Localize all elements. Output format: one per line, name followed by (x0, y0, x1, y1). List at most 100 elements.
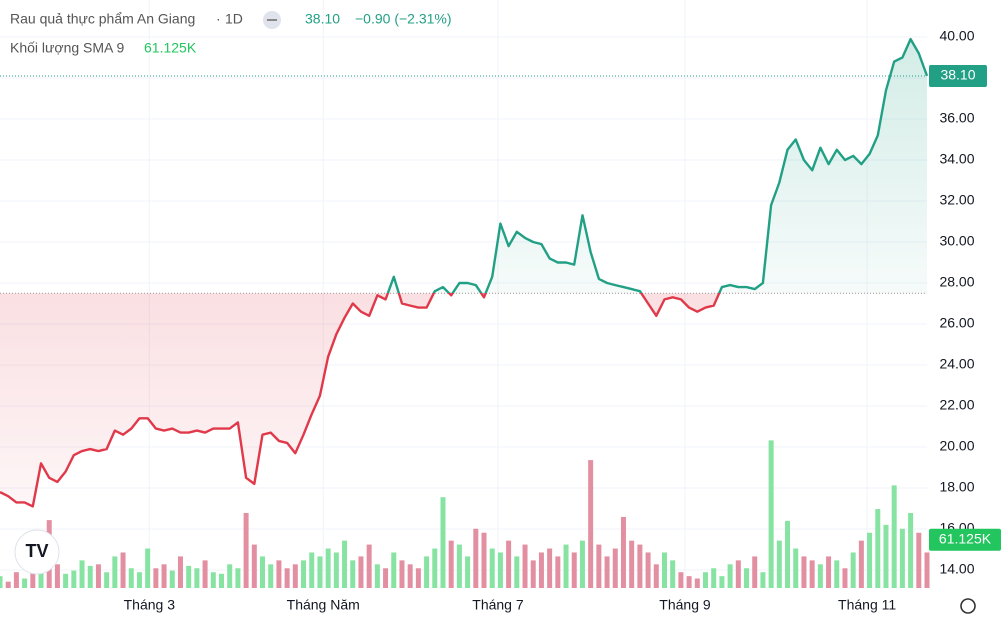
y-tick-label: 22.00 (939, 397, 974, 413)
volume-bar (563, 544, 569, 588)
volume-bar (136, 572, 142, 588)
volume-bar (809, 560, 815, 588)
volume-bar (817, 564, 823, 588)
volume-bar (292, 564, 298, 588)
volume-bar (924, 552, 930, 588)
volume-bar (317, 556, 323, 588)
volume-bar (366, 544, 372, 588)
volume-bar (530, 560, 536, 588)
header-change: −0.90 (−2.31%) (355, 11, 452, 27)
volume-bar (891, 485, 897, 588)
volume-bar (71, 570, 77, 588)
volume-bar (637, 544, 643, 588)
volume-bar (243, 513, 249, 588)
volume-bar (54, 564, 60, 588)
volume-bar (842, 568, 848, 588)
volume-bar (128, 568, 134, 588)
volume-bar (588, 460, 594, 588)
y-tick-label: 18.00 (939, 479, 974, 495)
y-tick-label: 24.00 (939, 356, 974, 372)
volume-bar (489, 548, 495, 588)
volume-bar (104, 572, 110, 588)
x-tick-label: Tháng Năm (287, 597, 360, 613)
volume-bar (547, 548, 553, 588)
volume-bar (768, 440, 774, 588)
volume-bar (801, 556, 807, 588)
y-tick-label: 36.00 (939, 110, 974, 126)
volume-bar (342, 540, 348, 588)
volume-bar (793, 548, 799, 588)
volume-bar (260, 556, 266, 588)
volume-bar (0, 576, 3, 588)
volume-bar (13, 572, 19, 588)
volume-bar (202, 560, 208, 588)
volume-bar (785, 520, 791, 588)
volume-bar (374, 564, 380, 588)
y-tick-label: 32.00 (939, 192, 974, 208)
settings-icon[interactable] (960, 598, 976, 614)
status-dash (267, 19, 277, 21)
volume-bar (161, 564, 167, 588)
volume-bar (629, 540, 635, 588)
y-tick-label: 30.00 (939, 233, 974, 249)
volume-bar (5, 581, 11, 588)
logo[interactable] (14, 529, 60, 575)
volume-bar (752, 556, 758, 588)
area-fill (0, 39, 927, 507)
volume-bar (301, 560, 307, 588)
volume-bar (850, 552, 856, 588)
volume-bar (514, 556, 520, 588)
volume-bar (834, 560, 840, 588)
volume-bar (350, 560, 356, 588)
symbol-title: Rau quả thực phẩm An Giang (10, 11, 195, 27)
volume-bar (735, 560, 741, 588)
volume-bar (916, 532, 922, 588)
volume-bar (276, 560, 282, 588)
volume-bar (506, 540, 512, 588)
volume-bar (686, 576, 692, 588)
volume-bar (538, 552, 544, 588)
volume-bar (358, 556, 364, 588)
volume-bar (145, 548, 151, 588)
volume-bar (456, 544, 462, 588)
volume-bar (120, 552, 126, 588)
volume-bar (719, 576, 725, 588)
volume-bar (177, 556, 183, 588)
volume-bar (883, 524, 889, 588)
volume-bar (227, 564, 233, 588)
volume-bar (571, 552, 577, 588)
volume-bar (383, 568, 389, 588)
volume-bar (826, 556, 832, 588)
volume-bar (424, 556, 430, 588)
volume-sma-tag (929, 528, 1001, 551)
volume-bar (30, 568, 36, 588)
last-price-tag (929, 64, 987, 87)
volume-bar (867, 532, 873, 588)
volume-bar (79, 560, 85, 588)
volume-bar (481, 532, 487, 588)
volume-bar (415, 568, 421, 588)
y-tick-label: 34.00 (939, 151, 974, 167)
volume-bar (251, 544, 257, 588)
volume-bar (333, 552, 339, 588)
volume-bar (186, 565, 192, 588)
volume-bar (522, 544, 528, 588)
volume-bar (391, 552, 397, 588)
volume-bar (703, 572, 709, 588)
volume-bar (694, 578, 700, 588)
volume-sma-value: 61.125K (144, 40, 197, 56)
last-price-label: 38.10 (940, 67, 975, 83)
volume-bar (645, 552, 651, 588)
volume-bar (596, 544, 602, 588)
volume-bar (169, 570, 175, 588)
x-tick-label: Tháng 7 (472, 597, 524, 613)
volume-bar (899, 528, 905, 588)
volume-bar (309, 552, 315, 588)
volume-bar (407, 564, 413, 588)
volume-bar (473, 528, 479, 588)
volume-bar (284, 568, 290, 588)
volume-bar (268, 564, 274, 588)
logo-mark: TV (25, 541, 48, 561)
volume-bar (744, 568, 750, 588)
volume-bar (448, 540, 454, 588)
